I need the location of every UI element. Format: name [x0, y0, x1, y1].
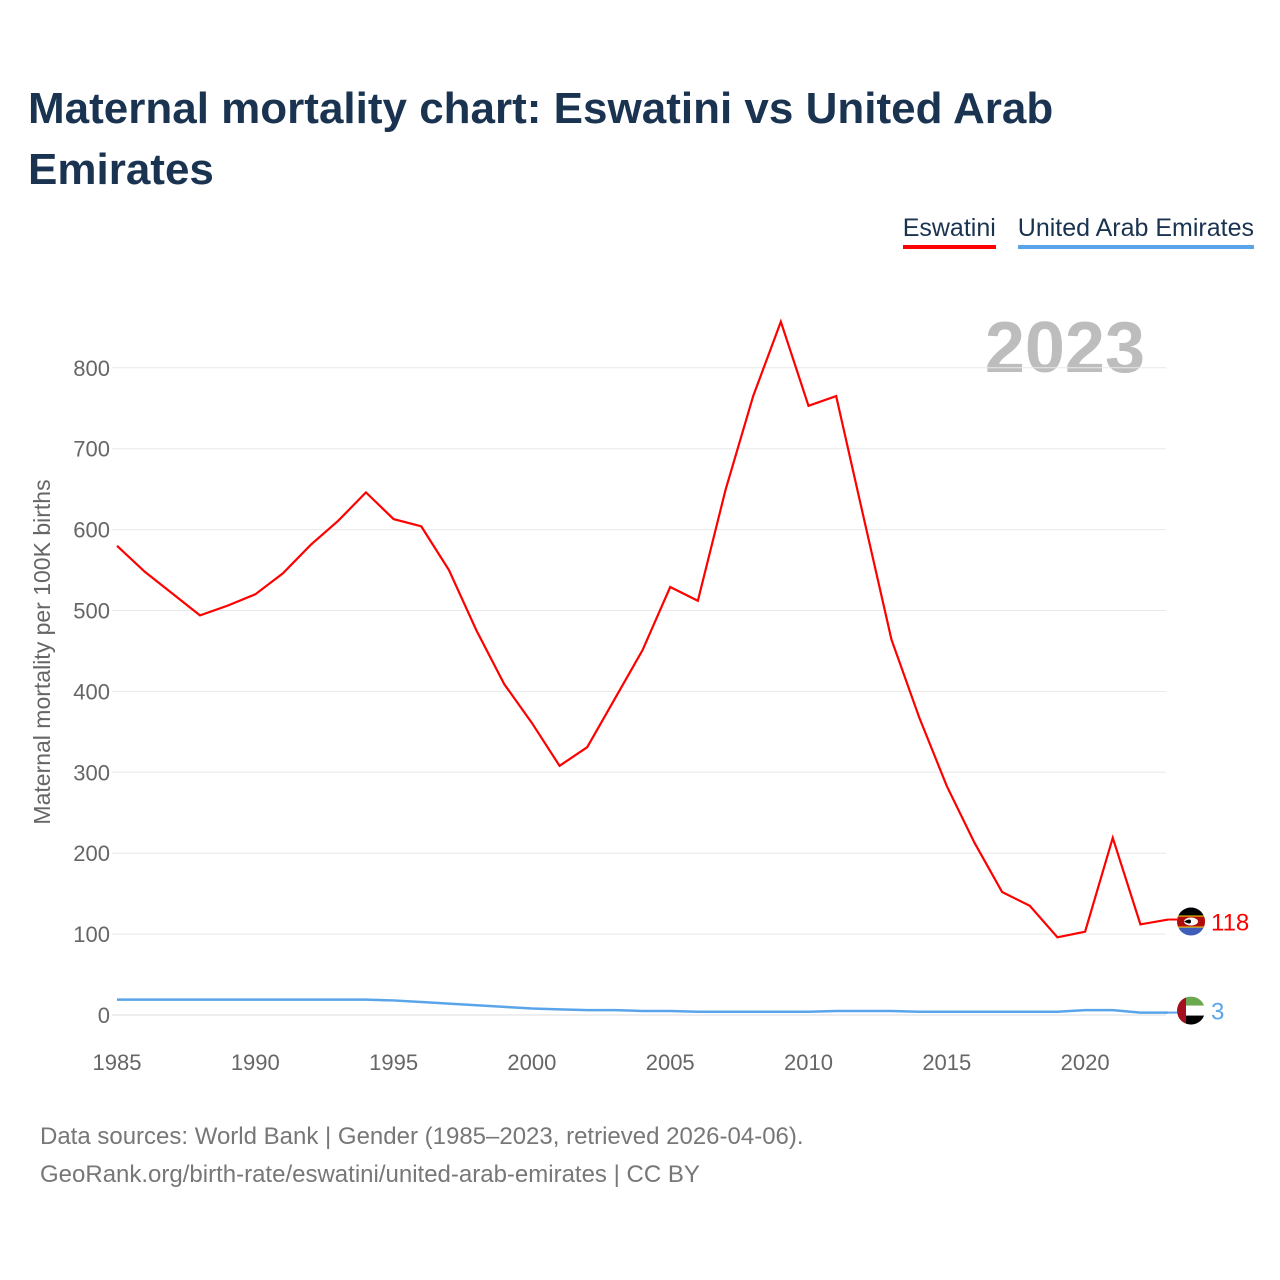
y-tick-label: 800 [73, 356, 110, 381]
y-tick-label: 0 [98, 1003, 110, 1028]
y-tick-label: 600 [73, 518, 110, 543]
legend-eswatini[interactable]: Eswatini [902, 214, 996, 249]
y-tick-label: 100 [73, 922, 110, 947]
chart-title: Maternal mortality chart: Eswatini vs Un… [28, 84, 1054, 194]
year-watermark: 2023 [985, 308, 1145, 388]
eswatini-flag-icon [1177, 907, 1205, 936]
x-tick-label: 2010 [784, 1050, 833, 1075]
x-tick-label: 2005 [646, 1050, 695, 1075]
y-axis-label: Maternal mortality per 100K births [29, 479, 55, 824]
y-tick-label: 500 [73, 599, 110, 624]
x-tick-label: 2015 [922, 1050, 971, 1075]
footer: Data sources: World Bank | Gender (1985–… [40, 1118, 804, 1194]
series-line-uae [117, 998, 1169, 1014]
x-tick-label: 2020 [1061, 1050, 1110, 1075]
legend: Eswatini United Arab Emirates [902, 214, 1254, 249]
series-line-eswatini [116, 318, 1169, 939]
y-tick-label: 700 [73, 437, 110, 462]
y-tick-label: 300 [73, 760, 110, 785]
y-tick-label: 400 [73, 679, 110, 704]
x-tick-label: 2000 [507, 1050, 556, 1075]
x-tick-label: 1985 [93, 1050, 142, 1075]
x-tick-label: 1995 [369, 1050, 418, 1075]
footer-sources: Data sources: World Bank | Gender (1985–… [40, 1123, 804, 1150]
legend-uae[interactable]: United Arab Emirates [1017, 214, 1254, 249]
uae-flag-icon [1177, 996, 1205, 1025]
end-value-label: 118 [1211, 910, 1249, 937]
footer-link[interactable]: GeoRank.org/birth-rate/eswatini/united-a… [40, 1161, 700, 1188]
y-tick-label: 200 [73, 841, 110, 866]
end-value-label: 3 [1211, 999, 1224, 1026]
x-tick-label: 1990 [231, 1050, 280, 1075]
